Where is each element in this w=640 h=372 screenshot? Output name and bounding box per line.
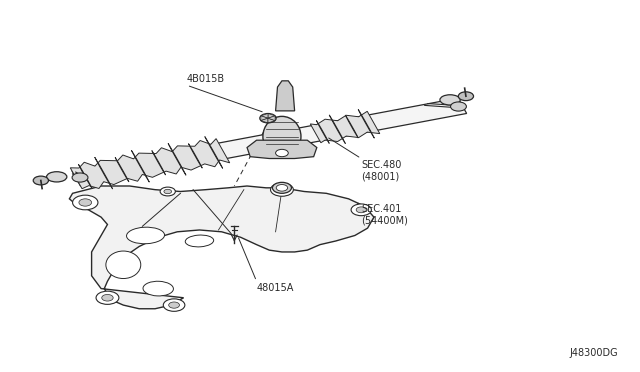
- Ellipse shape: [329, 115, 346, 144]
- Polygon shape: [72, 98, 467, 186]
- Polygon shape: [261, 118, 268, 123]
- Ellipse shape: [358, 109, 374, 138]
- Ellipse shape: [127, 227, 164, 244]
- Ellipse shape: [316, 121, 330, 144]
- Ellipse shape: [95, 157, 113, 189]
- Ellipse shape: [451, 102, 467, 111]
- Circle shape: [169, 302, 179, 308]
- Circle shape: [271, 183, 293, 196]
- Ellipse shape: [273, 182, 291, 193]
- Text: J48300DG: J48300DG: [570, 348, 618, 358]
- Ellipse shape: [346, 115, 358, 138]
- Circle shape: [276, 149, 288, 157]
- Ellipse shape: [79, 164, 92, 189]
- Circle shape: [102, 295, 113, 301]
- Circle shape: [72, 195, 98, 210]
- Polygon shape: [276, 81, 294, 111]
- Circle shape: [164, 189, 172, 194]
- Polygon shape: [69, 186, 374, 309]
- Text: 48015A: 48015A: [257, 283, 294, 293]
- Ellipse shape: [131, 150, 149, 182]
- Ellipse shape: [115, 157, 129, 182]
- Ellipse shape: [188, 144, 202, 168]
- Circle shape: [96, 291, 119, 304]
- Ellipse shape: [72, 173, 88, 182]
- Circle shape: [458, 92, 474, 100]
- Circle shape: [276, 185, 287, 191]
- Polygon shape: [261, 113, 268, 118]
- Polygon shape: [268, 113, 275, 118]
- Ellipse shape: [47, 172, 67, 182]
- Text: SEC.401
(54400M): SEC.401 (54400M): [361, 203, 408, 225]
- Ellipse shape: [205, 137, 223, 169]
- Circle shape: [356, 207, 366, 213]
- Polygon shape: [268, 118, 275, 123]
- Ellipse shape: [263, 116, 301, 157]
- Circle shape: [33, 176, 49, 185]
- Polygon shape: [70, 139, 230, 189]
- Text: SEC.480
(48001): SEC.480 (48001): [361, 160, 402, 181]
- Ellipse shape: [143, 281, 173, 296]
- Ellipse shape: [168, 143, 186, 175]
- Polygon shape: [247, 140, 317, 158]
- Ellipse shape: [152, 151, 166, 175]
- Polygon shape: [268, 116, 275, 121]
- Circle shape: [79, 199, 92, 206]
- Ellipse shape: [106, 251, 141, 279]
- Circle shape: [351, 204, 371, 216]
- Ellipse shape: [185, 235, 214, 247]
- Circle shape: [160, 187, 175, 196]
- Ellipse shape: [440, 95, 460, 105]
- Polygon shape: [310, 111, 380, 143]
- Circle shape: [276, 186, 287, 193]
- Text: 4B015B: 4B015B: [187, 74, 225, 84]
- Circle shape: [163, 299, 185, 311]
- Polygon shape: [261, 116, 268, 121]
